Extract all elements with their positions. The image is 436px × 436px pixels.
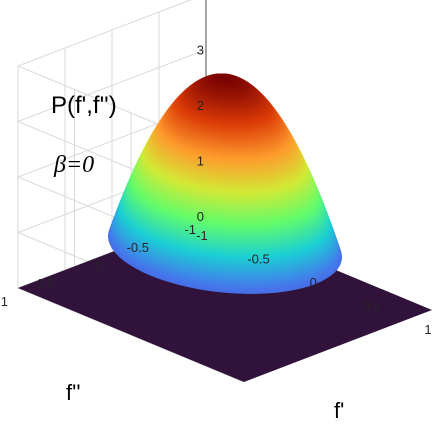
y-tick-label: 0 [95,258,102,273]
x-tick-label: 0.5 [362,299,380,314]
function-label: P(f',f'') [51,92,117,119]
x-tick-label: 1 [424,322,431,337]
y-tick-label: -1 [184,222,196,237]
y-tick-label: -0.5 [127,240,149,255]
beta-annotation: β=0 [53,152,94,178]
surface-slice [223,76,227,78]
axis-ticks: 0 1 2 3 4 -1 -0.5 0. 0.5 1 -1 -0.5 0 0.5 1 [1,0,432,337]
x-tick-label: 0. [310,275,321,290]
z-tick-label: 4 [197,0,204,2]
surface-plot [18,73,432,382]
x-axis-label: f' [334,398,344,423]
z-tick-label: 0 [197,209,204,224]
y-axis-label: f'' [66,380,81,405]
y-tick-label: 0.5 [37,276,55,291]
z-tick-label: 2 [197,98,204,113]
x-tick-label: -1 [196,228,208,243]
z-tick-label: 3 [197,43,204,58]
z-tick-label: 1 [197,154,204,169]
y-tick-label: 1 [1,294,8,309]
x-tick-label: -0.5 [247,252,269,267]
